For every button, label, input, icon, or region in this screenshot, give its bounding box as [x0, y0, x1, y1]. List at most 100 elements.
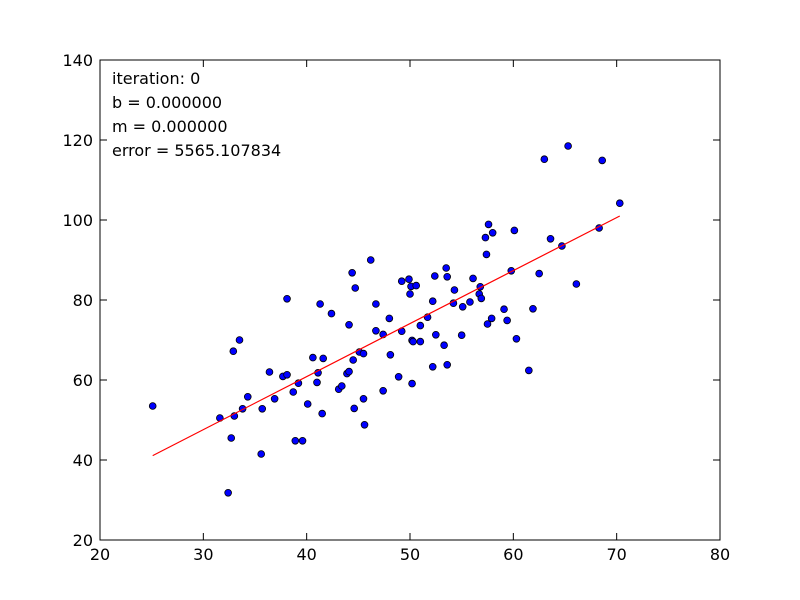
scatter-point	[529, 304, 537, 313]
scatter-point	[337, 382, 346, 390]
scatter-point	[379, 386, 387, 395]
scatter-point	[349, 356, 357, 364]
scatter-point	[372, 300, 380, 308]
scatter-point	[313, 378, 321, 387]
scatter-point	[443, 360, 452, 369]
scatter-point	[546, 235, 555, 243]
scatter-point	[148, 402, 157, 410]
scatter-point	[283, 370, 291, 379]
scatter-point	[270, 394, 279, 403]
scatter-point	[386, 350, 395, 359]
scatter-point	[309, 353, 317, 362]
scatter-point	[360, 420, 369, 429]
scatter-point	[350, 404, 359, 413]
scatter-point	[503, 316, 511, 325]
scatter-point	[394, 372, 403, 381]
scatter-point	[345, 320, 353, 329]
scatter-point	[512, 334, 521, 343]
scatter-point	[258, 404, 267, 413]
scatter-point	[482, 250, 491, 259]
scatter-point	[481, 233, 490, 242]
fit-line	[152, 215, 621, 457]
scatter-point	[428, 362, 437, 371]
scatter-point	[397, 277, 406, 286]
scatter-point	[303, 400, 312, 408]
scatter-point	[432, 330, 440, 339]
scatter-point	[318, 409, 326, 418]
scatter-point	[235, 336, 244, 344]
x-tick-label: 20	[90, 545, 110, 564]
scatter-point	[283, 294, 291, 303]
scatter-point	[535, 269, 543, 278]
scatter-point	[615, 199, 624, 208]
scatter-point	[440, 341, 448, 350]
scatter-point	[243, 392, 252, 401]
y-tick-label: 60	[73, 371, 93, 390]
scatter-point	[265, 368, 274, 376]
scatter-point	[291, 436, 300, 445]
scatter-point	[408, 379, 416, 388]
scatter-point	[257, 450, 266, 458]
annotation-b: b = 0.000000	[112, 93, 222, 112]
scatter-point	[487, 314, 496, 323]
scatter-point	[227, 434, 236, 442]
x-tick-label: 80	[710, 545, 730, 564]
scatter-point	[443, 272, 452, 281]
scatter-point	[298, 436, 307, 445]
scatter-point	[477, 294, 486, 303]
x-tick-label: 50	[400, 545, 420, 564]
fit-line-layer	[152, 215, 621, 457]
x-tick-label: 40	[296, 545, 316, 564]
y-tick-label: 120	[62, 131, 93, 150]
x-tick-label: 30	[193, 545, 213, 564]
axis-ticks	[99, 59, 721, 541]
scatter-point	[457, 331, 466, 340]
scatter-point	[466, 298, 474, 306]
scatter-point	[572, 280, 581, 288]
scatter-point	[442, 264, 450, 272]
annotation-iteration: iteration: 0	[112, 69, 200, 88]
scatter-point	[598, 156, 606, 165]
scatter-point	[405, 275, 413, 284]
scatter-point	[416, 321, 425, 330]
y-tick-label: 80	[73, 291, 93, 310]
scatter-point	[319, 354, 328, 363]
scatter-point	[345, 367, 353, 376]
annotation-error: error = 5565.107834	[112, 141, 281, 160]
x-tick-label: 60	[503, 545, 523, 564]
scatter-point	[409, 337, 417, 346]
scatter-points	[148, 142, 624, 497]
scatter-point	[430, 272, 439, 280]
scatter-point	[488, 229, 497, 237]
scatter-point	[564, 142, 572, 150]
scatter-point	[229, 347, 238, 356]
x-tick-label: 70	[606, 545, 626, 564]
scatter-point	[428, 297, 437, 306]
scatter-point	[348, 268, 356, 277]
scatter-point	[366, 256, 375, 264]
scatter-point	[351, 284, 360, 292]
scatter-point	[224, 488, 232, 497]
annotation-block: iteration: 0 b = 0.000000 m = 0.000000 e…	[112, 69, 281, 160]
y-tick-label: 100	[62, 211, 93, 230]
scatter-point	[289, 388, 298, 396]
y-tick-label: 20	[73, 531, 93, 550]
scatter-point	[327, 309, 336, 318]
scatter-point	[500, 305, 508, 314]
scatter-point	[359, 349, 368, 358]
scatter-point	[450, 286, 459, 294]
scatter-point	[406, 290, 414, 298]
scatter-point	[385, 314, 394, 323]
y-tick-label: 40	[73, 451, 93, 470]
scatter-point	[412, 281, 421, 290]
scatter-point	[510, 226, 519, 235]
scatter-point	[416, 337, 425, 346]
scatter-point	[483, 320, 492, 328]
scatter-point	[372, 326, 380, 335]
annotation-m: m = 0.000000	[112, 117, 228, 136]
scatter-point	[469, 274, 477, 283]
scatter-point	[484, 220, 493, 229]
axis-tick-labels: 20 30 40 50 60 70 80 20 40 60 80 100 120 140	[62, 51, 730, 564]
scatter-point	[540, 155, 549, 164]
